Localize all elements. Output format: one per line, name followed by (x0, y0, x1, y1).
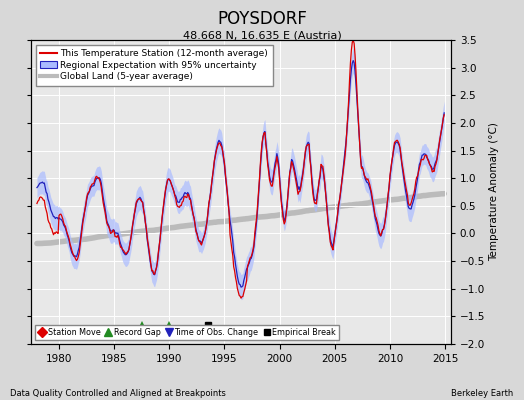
Text: Berkeley Earth: Berkeley Earth (451, 389, 514, 398)
Text: Data Quality Controlled and Aligned at Breakpoints: Data Quality Controlled and Aligned at B… (10, 389, 226, 398)
Y-axis label: Temperature Anomaly (°C): Temperature Anomaly (°C) (489, 122, 499, 262)
Text: POYSDORF: POYSDORF (217, 10, 307, 28)
Legend: Station Move, Record Gap, Time of Obs. Change, Empirical Break: Station Move, Record Gap, Time of Obs. C… (36, 324, 339, 340)
Text: 48.668 N, 16.635 E (Austria): 48.668 N, 16.635 E (Austria) (183, 30, 341, 40)
